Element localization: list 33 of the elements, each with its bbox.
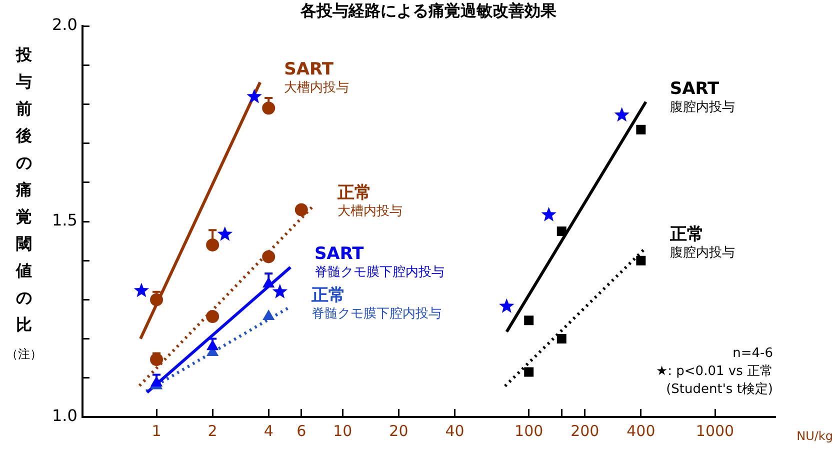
x-tick-label: 4 [264,422,274,440]
annotation: 大槽内投与 [284,80,350,96]
series-label: 正常 [310,285,346,306]
annotation: 脊髄クモ膜下腔内投与 [314,265,444,280]
x-tick-label: 1 [152,422,162,440]
annotation: 大槽内投与 [337,204,402,219]
series-label: 正常 [668,224,704,245]
text: NU/kg [796,429,833,444]
x-tick-label: 20 [389,422,408,440]
x-tick-label: 100 [514,422,544,440]
y-tick-label: 1.0 [52,406,78,426]
annotation: (Student's t検定) [666,382,773,397]
annotation: 腹腔内投与 [670,246,735,261]
annotation: 腹腔内投与 [670,100,735,115]
series-label: SART [284,59,334,80]
series-label: 正常 [336,182,372,203]
y-tick-label: 2.0 [52,15,78,34]
x-tick-label: 400 [626,422,656,440]
chart-title: 各投与経路による痛覚過敏改善効果 [300,1,558,20]
text: （注） [6,347,42,362]
annotation: 脊髄クモ膜下腔内投与 [312,306,442,322]
x-tick-label: 10 [333,422,352,440]
series-label: SART [670,78,720,99]
x-tick-label: 6 [296,422,306,440]
annotation: ★: p<0.01 vs 正常 [656,364,773,379]
text: 投与前後の痛覚閾値の比 [16,45,32,334]
y-tick-label: 1.5 [52,210,78,230]
series-label: SART [314,244,364,264]
x-tick-label: 2 [208,422,218,440]
annotation: n=4-6 [732,346,773,361]
x-tick-label: 1000 [696,422,734,440]
x-tick-label: 40 [445,422,464,440]
x-tick-label: 200 [570,422,600,440]
